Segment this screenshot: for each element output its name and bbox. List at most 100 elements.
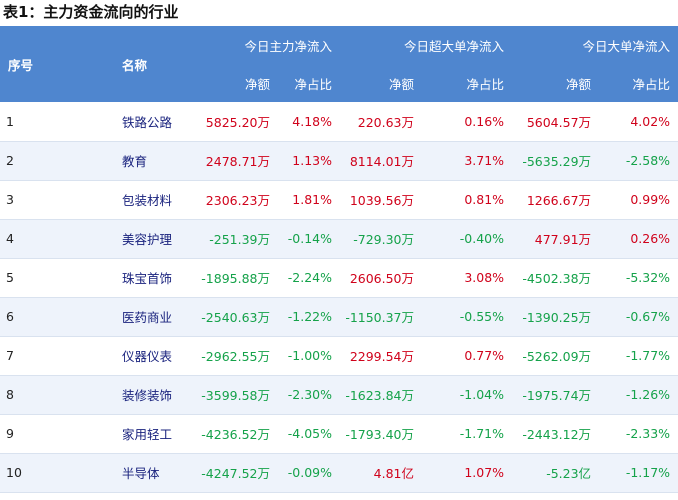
main-net-percent: -4.05% — [278, 414, 341, 454]
main-net-value: 5825.20万 — [186, 102, 278, 142]
header-name: 名称 — [38, 26, 186, 102]
row-index: 9 — [0, 414, 38, 454]
row-index: 4 — [0, 219, 38, 259]
big-net-value: 1266.67万 — [512, 180, 600, 220]
super-net-percent: 3.71% — [422, 141, 513, 181]
big-net-value: -5635.29万 — [512, 141, 600, 181]
super-net-percent: -1.04% — [422, 375, 513, 415]
big-net-value: -4502.38万 — [512, 258, 600, 298]
table-row: 1 铁路公路 5825.20万 4.18% 220.63万 0.16% 5604… — [0, 102, 678, 142]
row-index: 5 — [0, 258, 38, 298]
table-row: 6 医药商业 -2540.63万 -1.22% -1150.37万 -0.55%… — [0, 297, 678, 337]
table-row: 4 美容护理 -251.39万 -0.14% -729.30万 -0.40% 4… — [0, 219, 678, 259]
industry-name: 仪器仪表 — [38, 336, 186, 376]
main-net-percent: -0.14% — [278, 219, 341, 259]
main-net-percent: 1.81% — [278, 180, 341, 220]
main-net-value: 2478.71万 — [186, 141, 278, 181]
super-net-percent: 0.77% — [422, 336, 513, 376]
super-net-value: -1623.84万 — [340, 375, 423, 415]
super-net-value: 220.63万 — [340, 102, 423, 142]
super-net-percent: 0.81% — [422, 180, 513, 220]
big-net-value: 477.91万 — [512, 219, 600, 259]
big-net-percent: -1.26% — [599, 375, 678, 415]
row-index: 7 — [0, 336, 38, 376]
table-row: 7 仪器仪表 -2962.55万 -1.00% 2299.54万 0.77% -… — [0, 336, 678, 376]
super-net-percent: 1.07% — [422, 453, 513, 493]
table-row: 10 半导体 -4247.52万 -0.09% 4.81亿 1.07% -5.2… — [0, 453, 678, 493]
super-net-value: -729.30万 — [340, 219, 423, 259]
industry-name: 包装材料 — [38, 180, 186, 220]
big-net-value: -1975.74万 — [512, 375, 600, 415]
big-net-percent: -2.58% — [599, 141, 678, 181]
header-row-groups: 序号 名称 今日主力净流入 今日超大单净流入 今日大单净流入 — [0, 26, 678, 102]
header-group-big: 今日大单净流入 — [512, 26, 678, 64]
main-net-value: -4247.52万 — [186, 453, 278, 493]
row-index: 8 — [0, 375, 38, 415]
big-net-value: -2443.12万 — [512, 414, 600, 454]
row-index: 1 — [0, 102, 38, 142]
big-net-percent: 0.99% — [599, 180, 678, 220]
main-net-percent: -1.22% — [278, 297, 341, 337]
header-row-sub: 净额 净占比 净额 净占比 净额 净占比 — [0, 64, 678, 102]
header-main-pct: 净占比 — [278, 64, 341, 102]
row-index: 10 — [0, 453, 38, 493]
industry-name: 半导体 — [38, 453, 186, 493]
big-net-percent: -0.67% — [599, 297, 678, 337]
capital-flow-table: 序号 名称 今日主力净流入 今日超大单净流入 今日大单净流入 净额 净占比 净额… — [0, 26, 678, 493]
main-net-percent: -2.30% — [278, 375, 341, 415]
main-net-percent: -2.24% — [278, 258, 341, 298]
big-net-percent: -2.33% — [599, 414, 678, 454]
header-main-net: 净额 — [186, 64, 278, 102]
main-net-percent: -0.09% — [278, 453, 341, 493]
main-net-percent: 1.13% — [278, 141, 341, 181]
big-net-value: 5604.57万 — [512, 102, 600, 142]
header-group-super: 今日超大单净流入 — [340, 26, 513, 64]
main-net-percent: -1.00% — [278, 336, 341, 376]
super-net-percent: -0.55% — [422, 297, 513, 337]
main-net-percent: 4.18% — [278, 102, 341, 142]
header-group-main: 今日主力净流入 — [186, 26, 341, 64]
table-row: 9 家用轻工 -4236.52万 -4.05% -1793.40万 -1.71%… — [0, 414, 678, 454]
super-net-value: -1150.37万 — [340, 297, 423, 337]
header-index: 序号 — [0, 26, 38, 102]
industry-name: 珠宝首饰 — [38, 258, 186, 298]
table-row: 3 包装材料 2306.23万 1.81% 1039.56万 0.81% 126… — [0, 180, 678, 220]
big-net-value: -5262.09万 — [512, 336, 600, 376]
header-big-pct: 净占比 — [599, 64, 678, 102]
super-net-value: -1793.40万 — [340, 414, 423, 454]
main-net-value: 2306.23万 — [186, 180, 278, 220]
header-big-net: 净额 — [512, 64, 600, 102]
main-net-value: -1895.88万 — [186, 258, 278, 298]
row-index: 2 — [0, 141, 38, 181]
table-title: 表1：主力资金流向的行业 — [3, 3, 179, 21]
super-net-percent: 3.08% — [422, 258, 513, 298]
big-net-value: -5.23亿 — [512, 453, 600, 493]
super-net-percent: -1.71% — [422, 414, 513, 454]
industry-name: 美容护理 — [38, 219, 186, 259]
industry-name: 铁路公路 — [38, 102, 186, 142]
super-net-value: 8114.01万 — [340, 141, 423, 181]
industry-name: 教育 — [38, 141, 186, 181]
table-row: 5 珠宝首饰 -1895.88万 -2.24% 2606.50万 3.08% -… — [0, 258, 678, 298]
main-net-value: -4236.52万 — [186, 414, 278, 454]
super-net-percent: -0.40% — [422, 219, 513, 259]
table-row: 8 装修装饰 -3599.58万 -2.30% -1623.84万 -1.04%… — [0, 375, 678, 415]
main-net-value: -3599.58万 — [186, 375, 278, 415]
row-index: 6 — [0, 297, 38, 337]
row-index: 3 — [0, 180, 38, 220]
big-net-percent: -5.32% — [599, 258, 678, 298]
header-super-net: 净额 — [340, 64, 423, 102]
super-net-value: 1039.56万 — [340, 180, 423, 220]
super-net-value: 4.81亿 — [340, 453, 423, 493]
big-net-percent: 0.26% — [599, 219, 678, 259]
industry-name: 家用轻工 — [38, 414, 186, 454]
super-net-value: 2299.54万 — [340, 336, 423, 376]
main-net-value: -2962.55万 — [186, 336, 278, 376]
industry-name: 医药商业 — [38, 297, 186, 337]
industry-name: 装修装饰 — [38, 375, 186, 415]
header-super-pct: 净占比 — [422, 64, 513, 102]
super-net-percent: 0.16% — [422, 102, 513, 142]
big-net-value: -1390.25万 — [512, 297, 600, 337]
main-net-value: -2540.63万 — [186, 297, 278, 337]
big-net-percent: -1.17% — [599, 453, 678, 493]
